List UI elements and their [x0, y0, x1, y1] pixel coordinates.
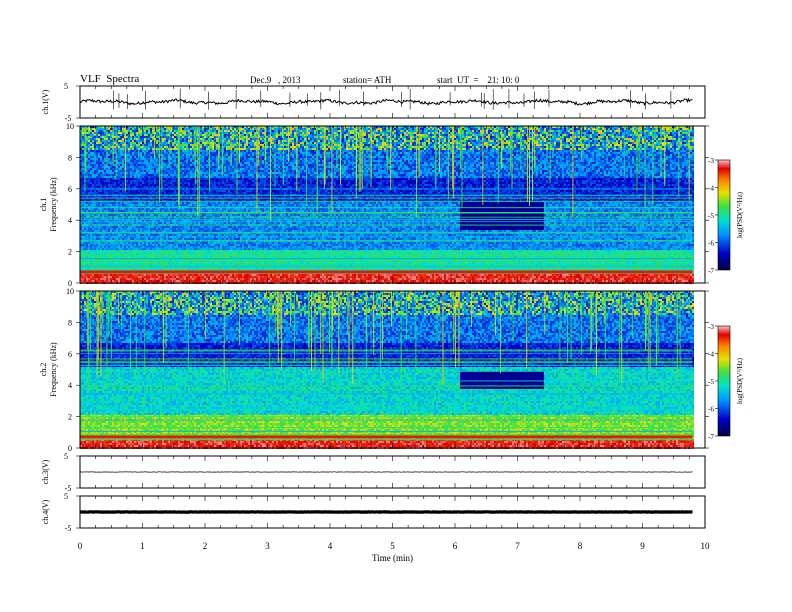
- vlf-spectra-figure: 5-5ch.1(V)0246810ch.1 Frequency (kHz)-3-4…: [0, 0, 792, 612]
- y-tick-label: 6: [68, 350, 72, 359]
- powerline-band: [80, 435, 693, 438]
- ch1-spectrogram-image: [80, 126, 694, 284]
- ch1-waveform-ylabel: ch.1(V): [41, 89, 50, 114]
- ch3-waveform-ylabel: ch.3(V): [41, 459, 50, 484]
- ch1-waveform-trace: [80, 99, 693, 105]
- colorbar-tick-label: -3: [708, 323, 714, 331]
- x-tick-label: 3: [265, 541, 270, 551]
- y-tick-label: 5: [64, 492, 68, 501]
- x-tick-label: 9: [640, 541, 645, 551]
- ch2-spectrogram-ylabel-line2: Frequency (kHz): [49, 342, 58, 397]
- x-axis-label: Time (min): [372, 553, 413, 563]
- ch1-spectrogram-colorbar: [718, 160, 730, 270]
- x-tick-label: 6: [453, 541, 458, 551]
- x-tick-label: 0: [78, 541, 83, 551]
- y-tick-label: 2: [68, 413, 72, 422]
- y-tick-label: -5: [65, 524, 72, 533]
- y-tick-label: 4: [68, 381, 72, 390]
- y-tick-label: 8: [68, 153, 72, 162]
- ch1-spectrogram-ylabel-line1: ch.1: [39, 198, 48, 212]
- colorbar-tick-label: -5: [708, 378, 714, 386]
- y-tick-label: 4: [68, 216, 72, 225]
- ch2-spectrogram-image: [80, 291, 694, 449]
- colorbar-tick-label: -6: [708, 406, 714, 414]
- x-tick-label: 2: [203, 541, 208, 551]
- colorbar-tick-label: -4: [708, 185, 714, 193]
- colorbar-tick-label: -7: [708, 267, 714, 275]
- y-tick-label: 5: [64, 82, 68, 91]
- colorbar-tick-label: -3: [708, 157, 714, 165]
- y-tick-label: 0: [68, 444, 72, 453]
- ch2-spectrogram-ylabel-line1: ch.2: [39, 363, 48, 377]
- y-tick-label: 2: [68, 248, 72, 257]
- y-tick-label: 10: [66, 122, 74, 131]
- y-tick-label: 8: [68, 318, 72, 327]
- x-tick-label: 10: [701, 541, 711, 551]
- colorbar-tick-label: -5: [708, 212, 714, 220]
- ch2-spectrogram-colorbar-label: log(PSD(V²/Hz): [736, 357, 744, 404]
- x-tick-label: 7: [515, 541, 520, 551]
- x-tick-label: 5: [390, 541, 395, 551]
- ch4-waveform-ylabel: ch.4(V): [41, 499, 50, 524]
- ch1-spectrogram-colorbar-label: log(PSD(V²/Hz): [736, 191, 744, 238]
- colorbar-tick-label: -4: [708, 351, 714, 359]
- colorbar-tick-label: -7: [708, 433, 714, 441]
- y-tick-label: 5: [64, 452, 68, 461]
- powerline-band: [80, 270, 693, 273]
- ch1-spectrogram-ylabel-line2: Frequency (kHz): [49, 177, 58, 232]
- colorbar-tick-label: -6: [708, 240, 714, 248]
- y-tick-label: 6: [68, 185, 72, 194]
- y-tick-label: 10: [66, 287, 74, 296]
- x-tick-label: 1: [140, 541, 145, 551]
- x-tick-label: 4: [328, 541, 333, 551]
- x-tick-label: 8: [578, 541, 583, 551]
- ch2-spectrogram-colorbar: [718, 326, 730, 436]
